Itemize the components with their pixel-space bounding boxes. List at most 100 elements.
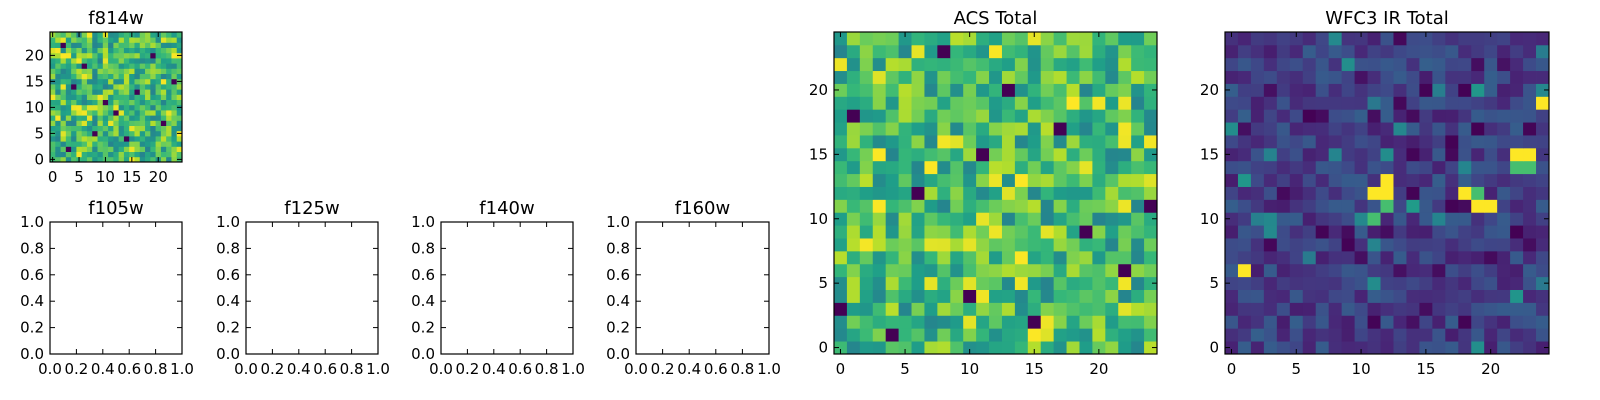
heatmap-cell bbox=[1419, 250, 1433, 265]
heatmap-cell bbox=[924, 122, 938, 136]
heatmap-cell bbox=[150, 73, 156, 80]
heatmap-cell bbox=[1040, 302, 1055, 316]
heatmap-cell bbox=[1302, 135, 1317, 149]
heatmap-cell bbox=[1393, 70, 1407, 84]
heatmap-cell bbox=[113, 115, 120, 121]
heatmap-cell bbox=[898, 135, 912, 149]
heatmap-cell bbox=[155, 84, 162, 90]
heatmap-cell bbox=[1144, 199, 1158, 213]
heatmap-cell bbox=[145, 125, 151, 132]
heatmap-cell bbox=[1144, 70, 1158, 84]
heatmap-cell bbox=[950, 263, 964, 278]
heatmap-cell bbox=[129, 37, 135, 43]
heatmap-cell bbox=[911, 70, 925, 84]
heatmap-cell bbox=[1523, 238, 1537, 252]
heatmap-cell bbox=[963, 122, 977, 136]
heatmap-cell bbox=[1263, 109, 1278, 123]
heatmap-cell bbox=[1432, 173, 1446, 187]
heatmap-cell bbox=[1118, 122, 1132, 136]
x-tick-label: 0.4 bbox=[287, 360, 311, 378]
heatmap-cell bbox=[1014, 44, 1029, 59]
heatmap-cell bbox=[1458, 212, 1472, 226]
heatmap-cell bbox=[113, 94, 120, 100]
heatmap-cell bbox=[76, 94, 83, 100]
heatmap-cell bbox=[1497, 289, 1511, 303]
heatmap-cell bbox=[872, 109, 887, 123]
heatmap-cell bbox=[1118, 44, 1132, 59]
heatmap-cell bbox=[1458, 186, 1472, 200]
heatmap-cell bbox=[859, 186, 874, 200]
heatmap-cell bbox=[134, 47, 141, 54]
heatmap-cell bbox=[55, 141, 61, 147]
heatmap-cell bbox=[129, 146, 135, 152]
heatmap-cell bbox=[1302, 186, 1317, 200]
heatmap-cell bbox=[885, 160, 899, 175]
heatmap-cell bbox=[937, 147, 951, 162]
heatmap-cell bbox=[1144, 341, 1158, 355]
heatmap-cell bbox=[1471, 32, 1485, 46]
heatmap-cell bbox=[55, 136, 61, 142]
heatmap-cell bbox=[1536, 199, 1550, 213]
heatmap-cell bbox=[1328, 225, 1343, 239]
x-tick-label: 20 bbox=[1089, 360, 1108, 378]
heatmap-cell bbox=[176, 42, 183, 48]
heatmap-cell bbox=[950, 276, 964, 290]
heatmap-cell bbox=[963, 70, 977, 84]
heatmap-cell bbox=[834, 302, 848, 316]
heatmap-cell bbox=[1289, 315, 1304, 329]
heatmap-cell bbox=[1315, 250, 1330, 265]
heatmap-cell bbox=[134, 68, 141, 74]
heatmap-cell bbox=[1079, 147, 1093, 162]
heatmap-cell bbox=[1484, 225, 1498, 239]
heatmap-cell bbox=[1027, 32, 1042, 46]
heatmap-cell bbox=[1250, 289, 1265, 303]
heatmap-cell bbox=[937, 315, 951, 329]
heatmap-cell bbox=[1053, 135, 1067, 149]
heatmap-cell bbox=[160, 141, 167, 147]
heatmap-cell bbox=[1315, 238, 1330, 252]
heatmap-cell bbox=[859, 263, 874, 278]
heatmap-cell bbox=[1406, 199, 1420, 213]
heatmap-cell bbox=[1250, 96, 1265, 110]
heatmap-cell bbox=[1014, 276, 1029, 290]
heatmap-cell bbox=[1471, 57, 1485, 72]
heatmap-cell bbox=[937, 109, 951, 123]
heatmap-cell bbox=[139, 130, 146, 137]
heatmap-cell bbox=[924, 32, 938, 46]
heatmap-cell bbox=[65, 78, 72, 85]
heatmap-cell bbox=[145, 58, 151, 64]
heatmap-cell bbox=[1445, 263, 1459, 278]
heatmap-cell bbox=[108, 63, 114, 69]
heatmap-cell bbox=[1432, 238, 1446, 252]
heatmap-cell bbox=[1367, 44, 1381, 59]
heatmap-cell bbox=[97, 52, 104, 59]
heatmap-cell bbox=[1458, 302, 1472, 316]
heatmap-cell bbox=[134, 146, 141, 152]
heatmap-cell bbox=[1484, 315, 1498, 329]
heatmap-cell bbox=[86, 52, 93, 59]
heatmap-cell bbox=[1027, 173, 1042, 187]
heatmap-cell bbox=[1380, 212, 1394, 226]
heatmap-cell bbox=[145, 84, 151, 90]
heatmap-cell bbox=[1471, 83, 1485, 97]
heatmap-cell bbox=[950, 302, 964, 316]
heatmap-cell bbox=[950, 147, 964, 162]
heatmap-cell bbox=[76, 120, 83, 126]
heatmap-cell bbox=[1523, 199, 1537, 213]
heatmap-cell bbox=[859, 96, 874, 110]
heatmap-cell bbox=[76, 110, 83, 116]
heatmap-cell bbox=[139, 58, 146, 64]
heatmap-cell bbox=[1406, 341, 1420, 355]
heatmap-cell bbox=[1001, 160, 1016, 175]
heatmap-cell bbox=[872, 32, 887, 46]
heatmap-cell bbox=[1484, 57, 1498, 72]
heatmap-cell bbox=[71, 136, 77, 142]
heatmap-cell bbox=[1419, 173, 1433, 187]
heatmap-cell bbox=[1079, 44, 1093, 59]
heatmap-cell bbox=[1250, 57, 1265, 72]
heatmap-cell bbox=[1510, 263, 1524, 278]
heatmap-cell bbox=[1014, 32, 1029, 46]
heatmap-cell bbox=[1263, 302, 1278, 316]
heatmap-cell bbox=[1027, 263, 1042, 278]
heatmap-cell bbox=[1354, 289, 1368, 303]
